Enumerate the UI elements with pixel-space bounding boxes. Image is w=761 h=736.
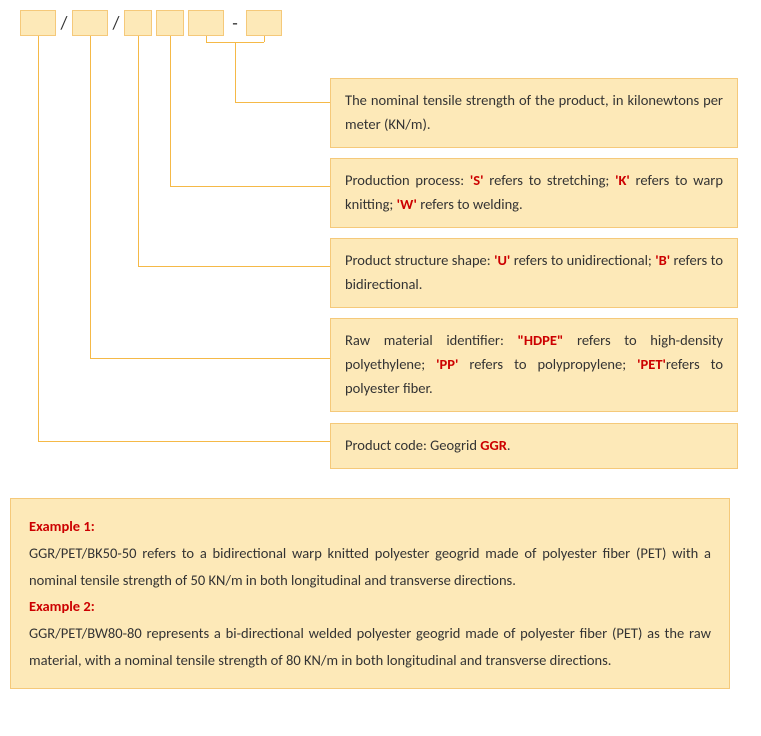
examples-panel: Example 1: GGR/PET/BK50-50 refers to a b… bbox=[10, 498, 730, 689]
connector bbox=[38, 441, 330, 442]
connector bbox=[138, 36, 139, 266]
example2-title: Example 2: bbox=[29, 597, 95, 615]
code-box-4 bbox=[156, 10, 184, 36]
code-pattern-row: / / - bbox=[10, 10, 751, 40]
connector bbox=[138, 266, 330, 267]
code-box-6 bbox=[246, 10, 282, 36]
connector bbox=[235, 42, 236, 102]
separator-slash: / bbox=[110, 10, 122, 36]
example2-body: GGR/PET/BW80-80 represents a bi-directio… bbox=[29, 620, 711, 674]
example1-title: Example 1: bbox=[29, 517, 95, 535]
separator-dash: - bbox=[227, 10, 243, 36]
desc-raw-material: Raw material identifier: "HDPE" refers t… bbox=[330, 318, 738, 412]
example1-body: GGR/PET/BK50-50 refers to a bidirectiona… bbox=[29, 540, 711, 594]
code-box-3 bbox=[124, 10, 152, 36]
diagram-container: / / - The nominal tensile strength of th… bbox=[10, 10, 751, 689]
desc-structure-shape: Product structure shape: 'U' refers to u… bbox=[330, 238, 738, 308]
connector bbox=[38, 36, 39, 441]
desc-product-code: Product code: Geogrid GGR. bbox=[330, 423, 738, 469]
connector bbox=[264, 36, 265, 42]
connector bbox=[170, 186, 330, 187]
code-box-1 bbox=[20, 10, 56, 36]
connector bbox=[90, 358, 330, 359]
connector bbox=[90, 36, 91, 358]
connector bbox=[206, 36, 207, 42]
description-area: The nominal tensile strength of the prod… bbox=[10, 48, 751, 478]
connector bbox=[170, 36, 171, 186]
code-box-2 bbox=[72, 10, 108, 36]
desc-tensile-strength: The nominal tensile strength of the prod… bbox=[330, 78, 738, 148]
code-box-5 bbox=[188, 10, 224, 36]
desc-production-process: Production process: 'S' refers to stretc… bbox=[330, 158, 738, 228]
connector bbox=[235, 102, 330, 103]
separator-slash: / bbox=[58, 10, 70, 36]
